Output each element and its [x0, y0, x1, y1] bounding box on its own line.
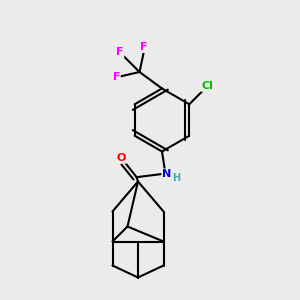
- Text: Cl: Cl: [201, 81, 213, 91]
- Text: H: H: [172, 172, 181, 183]
- Text: F: F: [113, 71, 120, 82]
- Text: F: F: [140, 42, 148, 52]
- Text: N: N: [162, 169, 171, 179]
- Text: F: F: [116, 47, 124, 58]
- Text: O: O: [117, 153, 126, 163]
